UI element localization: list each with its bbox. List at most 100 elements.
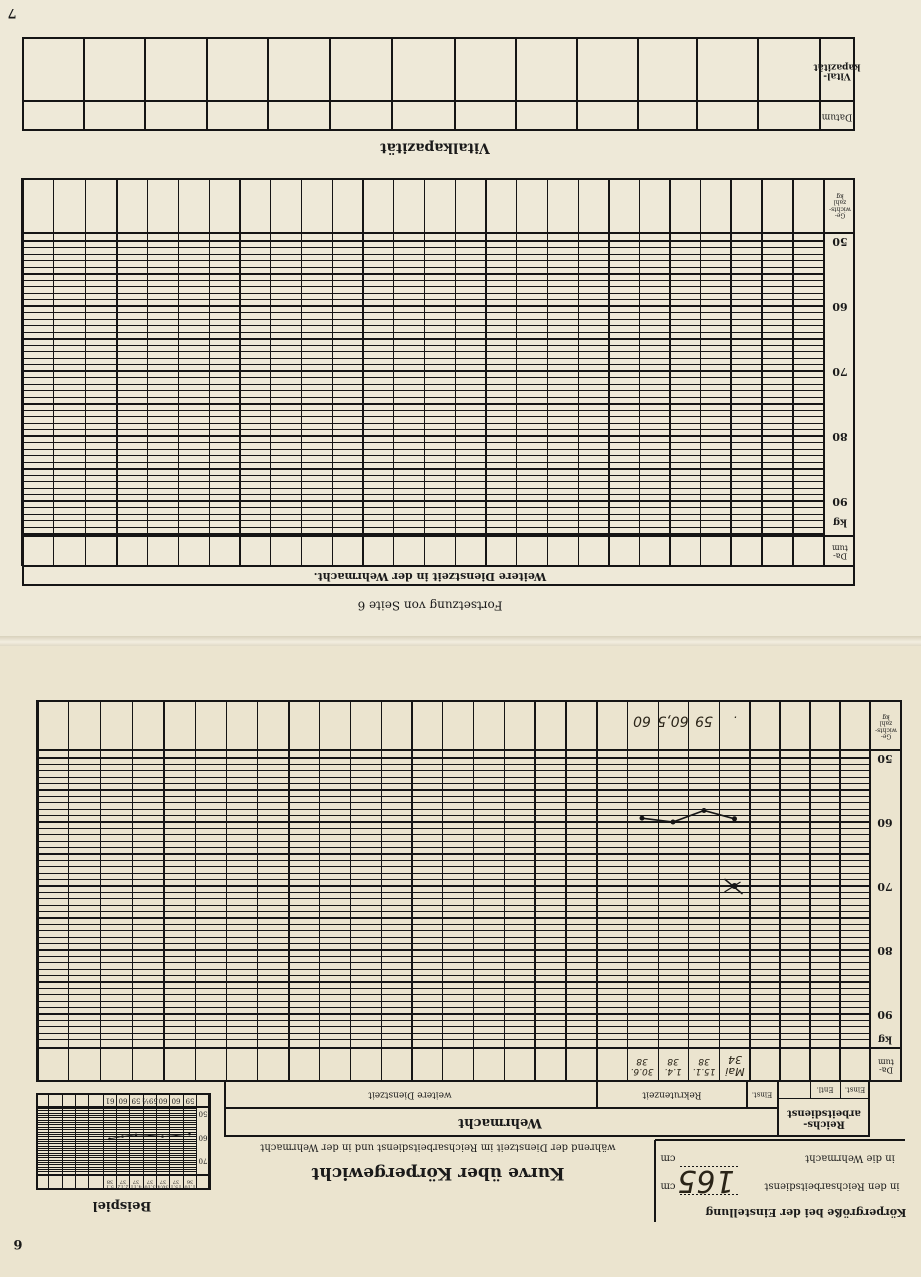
chart-column-line: [238, 178, 242, 566]
chart-column-line: [300, 178, 303, 566]
kg-gridline: [37, 821, 870, 823]
kg-gridline: [22, 532, 824, 535]
kg-gridline: [37, 847, 870, 849]
kg-gridline: [37, 911, 870, 913]
kg-gridline: [22, 240, 824, 242]
chart-column-line: [729, 178, 733, 566]
chart-column-line: [349, 700, 352, 1082]
chart-column-line: [779, 700, 781, 1082]
kg-gridline: [22, 299, 824, 300]
cross-mark-point: [731, 883, 738, 889]
example-column-line: [168, 1093, 170, 1190]
chart-column-line: [410, 700, 414, 1082]
kg-gridline: [22, 305, 824, 307]
vital-column-line: [267, 37, 269, 131]
label-column-divider: [869, 700, 871, 1082]
kg-gridline: [22, 318, 824, 320]
kg-gridline: [22, 377, 824, 378]
vital-column-line: [696, 37, 698, 131]
vital-column-line: [83, 37, 85, 131]
example-chart: [36, 1093, 210, 1190]
vital-column-line: [206, 37, 208, 131]
chart-column-line: [761, 178, 763, 566]
kg-gridline: [22, 266, 824, 268]
rad-cell-bottom: [778, 1097, 870, 1099]
kg-gridline: [22, 312, 824, 313]
kg-gridline: [22, 461, 824, 463]
kg-gridline: [22, 357, 824, 359]
kg-gridline: [22, 364, 824, 365]
chart-column-line: [669, 178, 671, 566]
weight-curve: [641, 809, 735, 823]
kg-gridline: [22, 272, 824, 275]
kg-gridline: [22, 370, 824, 372]
kg-gridline: [22, 429, 824, 430]
example-column-line: [155, 1093, 157, 1190]
chart-column-line: [484, 178, 488, 566]
kg-gridline: [37, 776, 870, 778]
chart-column-line: [839, 700, 841, 1082]
chart-column-line: [638, 178, 641, 566]
chart-column-line: [792, 178, 794, 566]
chart-column-line: [131, 700, 133, 1082]
chart-column-line: [115, 178, 119, 566]
chart-column-line: [699, 178, 702, 566]
kg-gridline: [37, 1026, 870, 1028]
kg-gridline: [22, 494, 824, 495]
kg-gridline: [22, 292, 824, 294]
label-column-divider: [823, 178, 825, 566]
vital-column-line: [757, 37, 759, 131]
kg-gridline: [37, 789, 870, 791]
kg-gridline: [37, 879, 870, 881]
kg-gridline: [37, 840, 870, 842]
kg-gridline: [22, 325, 824, 326]
vital-column-line: [637, 37, 639, 131]
kg-gridline: [22, 396, 824, 398]
kg-gridline: [37, 1013, 870, 1015]
kg-gridline: [22, 383, 824, 385]
kg-gridline: [22, 467, 824, 470]
kg-gridline: [22, 513, 824, 515]
chart-column-line: [442, 700, 444, 1082]
chart-column-line: [595, 700, 599, 1082]
kg-gridline: [22, 416, 824, 417]
kg-gridline: [22, 500, 824, 502]
kg-gridline: [37, 994, 870, 996]
kg-gridline: [22, 409, 824, 411]
chart-column-line: [35, 700, 39, 1082]
example-header-divider: [36, 1106, 210, 1108]
kg-gridline: [37, 872, 870, 874]
kg-gridline: [22, 351, 824, 352]
kg-gridline: [37, 795, 870, 797]
kg-gridline: [37, 949, 870, 951]
example-curve: [109, 1133, 190, 1140]
footer-divider: [22, 565, 855, 567]
vital-capacity-table: [22, 37, 855, 131]
chart-column-line: [577, 178, 579, 566]
height-dotted-line: [680, 1165, 740, 1167]
chart-column-line: [627, 700, 629, 1082]
chart-column-line: [331, 178, 333, 566]
chart-column-line: [287, 700, 291, 1082]
kg-gridline: [22, 260, 824, 261]
kg-gridline: [37, 962, 870, 964]
chart-column-line: [657, 700, 659, 1082]
chart-column-line: [20, 178, 24, 566]
chart-column-line: [423, 178, 426, 566]
kg-gridline: [37, 815, 870, 817]
chart-column-line: [68, 700, 70, 1082]
height-dotted-line: [680, 1193, 740, 1195]
kg-gridline: [22, 286, 824, 287]
kg-gridline: [22, 435, 824, 437]
chart-column-line: [380, 700, 382, 1082]
kg-gridline: [37, 1007, 870, 1009]
kg-gridline: [37, 853, 870, 855]
chart-column-line: [688, 700, 690, 1082]
kg-gridline: [37, 904, 870, 906]
kg-gridline: [37, 885, 870, 887]
kg-gridline: [22, 247, 824, 248]
kg-gridline: [37, 859, 870, 861]
chart-column-line: [454, 178, 456, 566]
kg-gridline: [37, 808, 870, 810]
